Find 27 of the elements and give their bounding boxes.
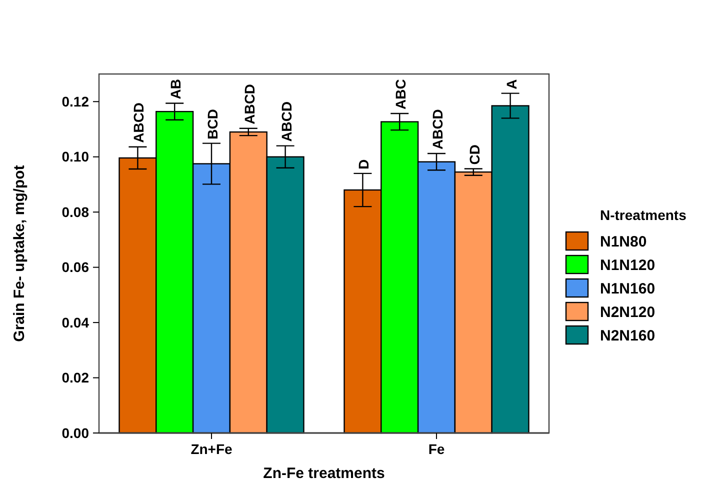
data-label: ABCD [278,101,294,142]
data-label: ABCD [130,102,147,143]
x-tick-label: Zn+Fe [190,441,233,457]
y-tick-label: 0.08 [62,204,90,220]
data-label: CD [466,144,482,165]
data-label: BCD [204,108,220,140]
data-label: ABC [392,79,409,110]
data-label: D [356,159,372,170]
legend-label: N1N80 [600,233,647,250]
y-tick-label: 0.04 [62,314,90,330]
x-tick-label: Fe [428,441,445,457]
y-tick-label: 0.12 [62,94,90,110]
data-label: ABCD [430,109,446,150]
y-tick-label: 0.06 [62,259,90,276]
y-tick-label: 0.00 [62,424,90,441]
legend-label: N1N160 [600,280,656,298]
legend-label: N2N120 [600,304,656,321]
data-label: AB [168,79,184,100]
legend-label: N1N120 [600,256,656,274]
x-axis-title: Zn-Fe treatments [263,465,385,482]
data-label: ABCD [241,84,258,124]
legend-label: N2N160 [600,327,656,344]
legend-title: N-treatments [600,207,687,223]
data-label: A [503,79,520,90]
y-tick-label: 0.02 [62,370,90,386]
y-tick-label: 0.10 [62,148,90,165]
y-axis-title: Grain Fe- uptake, mg/pot [11,165,28,342]
